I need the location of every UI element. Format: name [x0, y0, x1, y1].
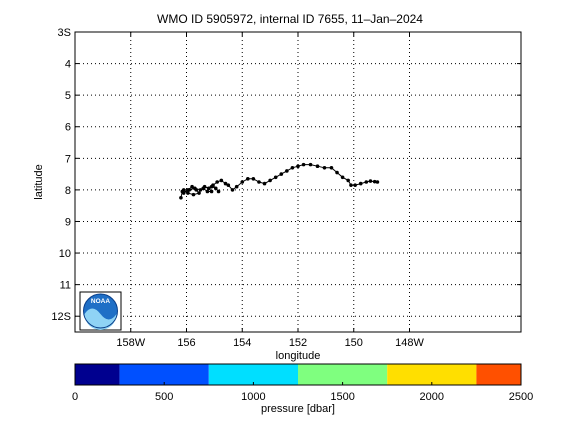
track-point [234, 184, 239, 189]
track-point [251, 177, 256, 181]
colorbar-band [298, 364, 388, 385]
x-tick-label: 152 [289, 337, 307, 349]
track-point [215, 180, 219, 184]
track-point [301, 162, 306, 167]
colorbar-label: pressure [dbar] [261, 403, 335, 415]
track-point [181, 191, 186, 195]
track-point [226, 183, 231, 187]
track-point [279, 172, 284, 176]
track-point [230, 188, 235, 192]
x-tick-label: 154 [233, 337, 251, 349]
track-point [181, 188, 186, 192]
track-point [268, 178, 272, 183]
track-point [193, 186, 197, 191]
colorbar-tick-label: 0 [72, 391, 78, 403]
track-point [329, 165, 334, 170]
plot-area [75, 32, 521, 332]
track-point [375, 180, 380, 184]
logo-text: NOAA [91, 298, 110, 305]
colorbar-tick-label: 2500 [509, 391, 533, 403]
track-point [285, 169, 289, 173]
y-axis-label: latitude [33, 164, 45, 199]
y-tick-label: 8 [65, 185, 71, 197]
track-point [216, 189, 221, 194]
colorbar-tick-label: 2000 [420, 391, 444, 403]
float-track [179, 162, 380, 200]
track-point [346, 178, 350, 183]
track-point [308, 162, 313, 167]
y-tick-label: 11 [60, 280, 71, 292]
colorbar-band [119, 364, 209, 385]
colorbar-band [476, 364, 521, 385]
track-point [364, 180, 369, 184]
y-tick-label: 5 [65, 90, 71, 102]
x-tick-label: 158W [116, 337, 145, 349]
track-point [191, 192, 196, 197]
map-axes: 158W 156 154 152 150 148W 3S 4 5 6 7 8 9 10 11 12S NOAA [51, 27, 522, 349]
track-point [209, 189, 214, 194]
track-point [296, 164, 300, 169]
track-point [322, 165, 327, 170]
x-tick-label: 150 [345, 337, 363, 349]
colorbar-tick-label: 1500 [330, 391, 354, 403]
chart-title: WMO ID 5905972, internal ID 7655, 11–Jan… [157, 12, 423, 26]
track-point [246, 177, 250, 181]
track-point [197, 191, 201, 195]
colorbar-band [208, 364, 298, 385]
x-tick-label: 156 [177, 337, 195, 349]
ticks: 158W 156 154 152 150 148W 3S 4 5 6 7 8 9 10 11 12S [51, 27, 521, 349]
y-tick-label: 9 [65, 216, 71, 228]
track-point [290, 165, 295, 170]
colorbar-tick-label: 500 [155, 391, 173, 403]
track-point [340, 175, 345, 180]
track-point [262, 181, 267, 186]
track-point [257, 180, 261, 184]
y-tick-label: 4 [65, 59, 71, 71]
x-tick-label: 148W [395, 337, 424, 349]
track-point [205, 189, 210, 194]
track-point [315, 164, 320, 169]
track-point [219, 178, 224, 183]
track-point [198, 188, 203, 192]
track-point [186, 191, 190, 195]
colorbar-tick-label: 1000 [241, 391, 265, 403]
axes-frame [74, 31, 522, 333]
colorbar-frame [74, 363, 522, 386]
y-tick-label: 10 [59, 248, 71, 260]
colorbar-band [75, 364, 120, 385]
noaa-logo: NOAA [79, 291, 122, 331]
track-point [372, 179, 377, 184]
track-point [207, 186, 211, 191]
track-point [201, 186, 206, 191]
track-point [240, 180, 245, 184]
track-point [349, 183, 353, 187]
track-point [353, 183, 357, 187]
colorbar-band [387, 364, 477, 385]
x-axis-label: longitude [276, 350, 321, 362]
pressure-colorbar: 0 500 1000 1500 2000 2500 [72, 363, 533, 403]
track-point [213, 186, 218, 191]
y-tick-label: 12S [51, 311, 71, 323]
y-tick-label: 6 [65, 122, 71, 134]
track-point [223, 181, 228, 186]
y-tick-label: 3S [58, 27, 71, 39]
logo-seagull [84, 308, 117, 330]
track-point [190, 184, 194, 189]
track-point [179, 195, 183, 200]
track-point [273, 175, 278, 180]
logo-ring [83, 293, 118, 329]
track-point [368, 179, 373, 183]
track-point [358, 181, 363, 186]
track-point [335, 170, 339, 175]
track-point [187, 188, 192, 192]
y-tick-label: 7 [65, 153, 71, 165]
track-point [211, 183, 215, 187]
